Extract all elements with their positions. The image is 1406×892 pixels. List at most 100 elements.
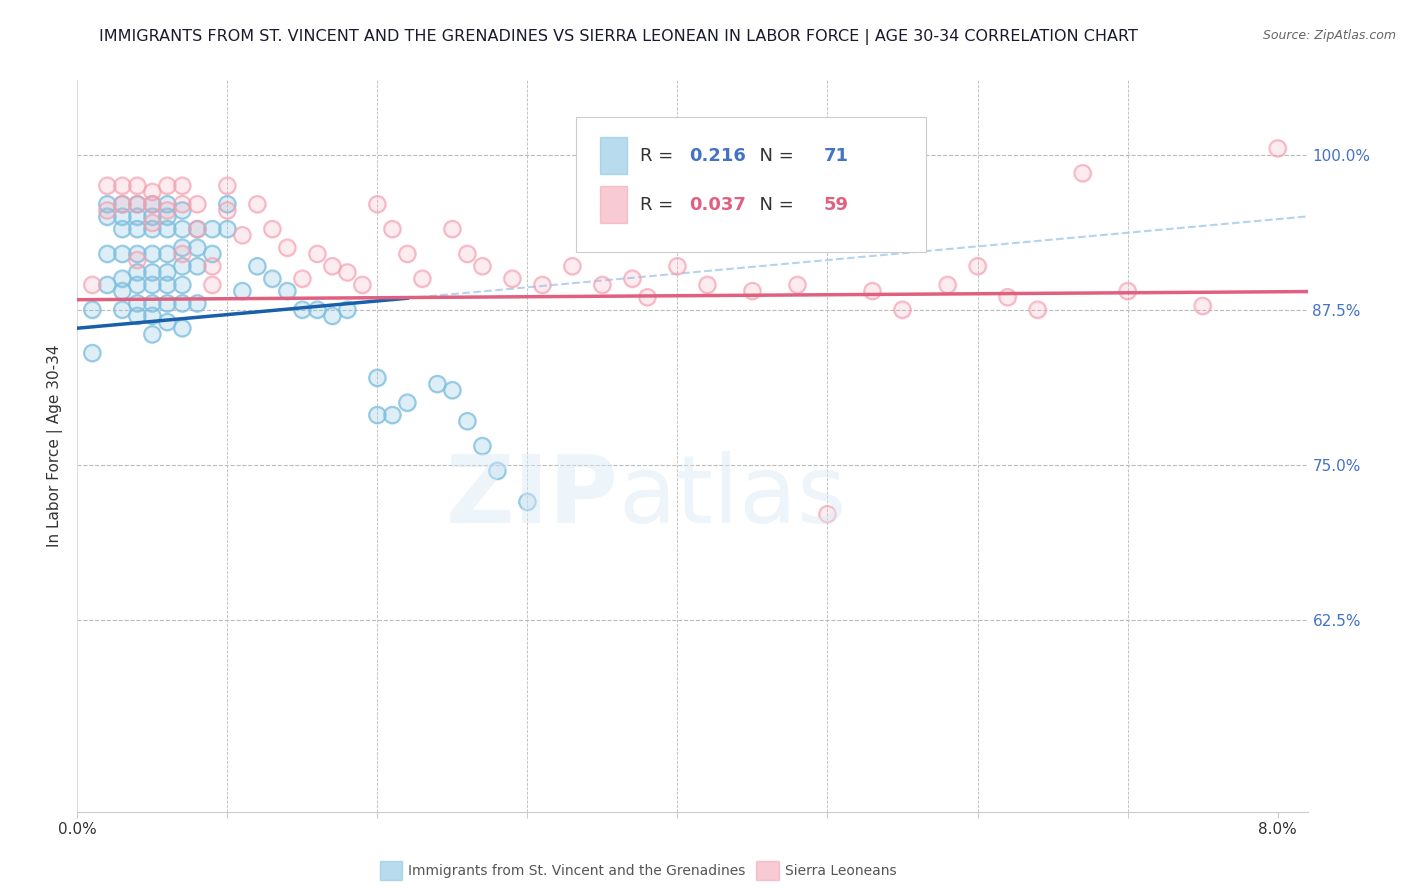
Point [396,395,419,409]
Point [141,265,163,279]
Point [1071,166,1094,180]
Point [156,203,179,218]
Point [141,185,163,199]
Point [1071,166,1094,180]
Point [336,265,359,279]
Point [172,259,194,273]
Point [561,259,583,273]
Point [276,284,298,298]
Point [172,321,194,335]
Point [186,222,208,236]
Point [141,197,163,211]
Point [1191,299,1213,313]
Point [141,296,163,310]
Point [186,197,208,211]
Text: 71: 71 [824,146,849,165]
Point [262,222,284,236]
Point [156,178,179,193]
Point [1267,141,1289,155]
Point [217,178,239,193]
Point [231,284,253,298]
Point [96,203,118,218]
Point [366,371,388,385]
Point [156,315,179,329]
Point [141,247,163,261]
Point [817,507,839,521]
Point [291,271,314,285]
Point [186,222,208,236]
Point [201,222,224,236]
Point [441,383,464,397]
Text: atlas: atlas [619,451,846,543]
Point [1191,299,1213,313]
Point [127,253,149,268]
Point [127,309,149,323]
Point [666,259,689,273]
Point [82,346,104,360]
Point [172,296,194,310]
Point [217,178,239,193]
Point [441,222,464,236]
Point [111,197,134,211]
Point [352,277,374,292]
Point [186,259,208,273]
Point [636,290,658,304]
Point [636,290,658,304]
Point [156,247,179,261]
Text: 0.216: 0.216 [689,146,745,165]
Point [217,197,239,211]
Point [111,284,134,298]
Point [666,259,689,273]
Y-axis label: In Labor Force | Age 30-34: In Labor Force | Age 30-34 [48,344,63,548]
Point [891,302,914,317]
Point [172,241,194,255]
Text: Immigrants from St. Vincent and the Grenadines: Immigrants from St. Vincent and the Gren… [408,863,745,878]
Point [172,222,194,236]
Point [111,302,134,317]
Point [621,271,644,285]
Text: N =: N = [748,195,800,213]
Point [307,302,329,317]
Point [891,302,914,317]
Point [336,265,359,279]
Point [231,228,253,243]
Point [741,284,763,298]
Point [96,178,118,193]
FancyBboxPatch shape [575,117,927,252]
Point [786,277,808,292]
Point [741,284,763,298]
Point [591,277,613,292]
Point [456,247,478,261]
Point [291,302,314,317]
Point [111,222,134,236]
Point [141,197,163,211]
Point [172,321,194,335]
Point [141,327,163,342]
Point [172,197,194,211]
Point [186,222,208,236]
Point [291,302,314,317]
Point [172,247,194,261]
Point [172,203,194,218]
Point [111,178,134,193]
Point [82,346,104,360]
Point [127,197,149,211]
Point [1116,284,1139,298]
Point [696,277,718,292]
Point [96,197,118,211]
Point [96,197,118,211]
Point [486,464,509,478]
Point [471,439,494,453]
Point [862,284,884,298]
Point [621,271,644,285]
Point [156,315,179,329]
Point [156,296,179,310]
Point [172,178,194,193]
Point [141,265,163,279]
Point [471,259,494,273]
Point [186,222,208,236]
Point [966,259,988,273]
Point [111,271,134,285]
Point [127,178,149,193]
Text: N =: N = [748,146,800,165]
